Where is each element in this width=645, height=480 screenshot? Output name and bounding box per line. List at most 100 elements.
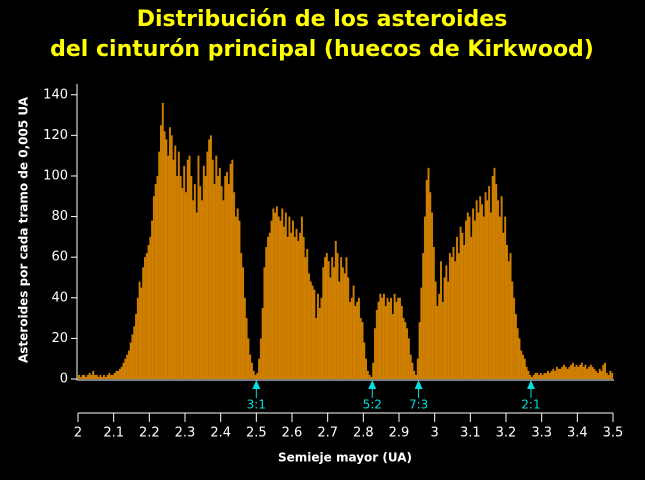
- bar: [470, 236, 473, 379]
- bar: [265, 247, 268, 379]
- y-tick-label: 0: [60, 372, 68, 387]
- bar: [340, 257, 343, 379]
- bar: [482, 216, 485, 379]
- x-tick-label: 2.5: [246, 426, 267, 441]
- bar: [440, 261, 442, 379]
- bar: [422, 253, 425, 379]
- x-tick-label: 3: [431, 426, 439, 441]
- bar: [507, 261, 510, 379]
- bar: [377, 301, 380, 379]
- bar: [313, 289, 316, 379]
- chart-title: Distribución de los asteroides: [137, 7, 508, 32]
- bar: [568, 366, 571, 379]
- bar: [441, 301, 444, 379]
- bar: [108, 372, 111, 379]
- bar: [452, 247, 455, 379]
- bar: [277, 216, 280, 379]
- bar: [185, 192, 187, 379]
- bar: [368, 374, 371, 379]
- bar: [343, 273, 346, 379]
- bar: [167, 155, 170, 379]
- bar: [491, 175, 494, 379]
- bar: [133, 326, 136, 379]
- bar: [243, 297, 246, 379]
- bar: [443, 277, 446, 379]
- bar: [240, 253, 243, 379]
- bar: [193, 184, 196, 379]
- bar: [197, 155, 200, 379]
- bar: [363, 342, 366, 379]
- y-tick-label: 20: [51, 331, 68, 346]
- bar: [391, 314, 394, 379]
- bar: [327, 261, 330, 379]
- bar: [226, 171, 228, 379]
- bar: [425, 180, 428, 379]
- bar: [88, 372, 91, 379]
- bar: [117, 370, 120, 379]
- bar: [450, 257, 453, 379]
- bar: [407, 338, 410, 379]
- resonance-label: 5:2: [363, 398, 382, 412]
- bar: [356, 301, 359, 379]
- bar: [261, 307, 264, 379]
- bar: [168, 127, 171, 379]
- bar: [95, 374, 98, 379]
- bar: [320, 297, 323, 379]
- bar: [325, 253, 328, 379]
- bar: [514, 314, 517, 379]
- bar: [256, 372, 259, 379]
- bar: [333, 267, 335, 379]
- bar: [267, 236, 269, 379]
- bar: [101, 376, 104, 379]
- bar: [506, 244, 508, 379]
- bar: [466, 212, 469, 379]
- bar: [552, 368, 555, 379]
- bar: [566, 368, 569, 379]
- bar: [571, 362, 574, 379]
- bar: [427, 167, 430, 379]
- bar: [179, 175, 182, 379]
- bar: [593, 368, 596, 379]
- bar: [536, 372, 539, 379]
- bar: [400, 305, 403, 379]
- bar: [604, 362, 607, 379]
- bar: [600, 370, 603, 379]
- bar: [502, 232, 505, 379]
- bar: [181, 188, 184, 379]
- bar: [152, 196, 155, 379]
- bar: [85, 376, 88, 379]
- bar: [548, 372, 551, 379]
- bar: [234, 216, 237, 379]
- resonance-label: 3:1: [247, 398, 266, 412]
- bar: [288, 216, 291, 379]
- bar: [170, 135, 173, 379]
- bar: [83, 374, 86, 379]
- bar: [331, 257, 334, 379]
- bar: [290, 232, 293, 379]
- bar: [258, 358, 261, 379]
- bar: [286, 236, 289, 379]
- bar: [504, 216, 507, 379]
- x-tick-label: 2.4: [210, 426, 231, 441]
- bar: [274, 212, 277, 379]
- bar: [479, 196, 482, 379]
- bar: [252, 370, 255, 379]
- resonance-arrow: [252, 380, 261, 398]
- bar: [361, 322, 364, 379]
- bar: [143, 257, 146, 379]
- bar: [174, 145, 177, 379]
- bar: [431, 212, 434, 379]
- bar: [292, 220, 294, 379]
- bar: [338, 281, 341, 379]
- bar: [464, 220, 467, 379]
- bar: [149, 236, 152, 379]
- bar: [454, 261, 457, 379]
- bar: [402, 318, 405, 379]
- bar: [224, 175, 227, 379]
- bar: [161, 102, 164, 379]
- bar: [411, 362, 414, 379]
- bar: [154, 184, 157, 379]
- bar: [209, 135, 212, 379]
- bar: [268, 232, 271, 379]
- bar: [602, 364, 605, 379]
